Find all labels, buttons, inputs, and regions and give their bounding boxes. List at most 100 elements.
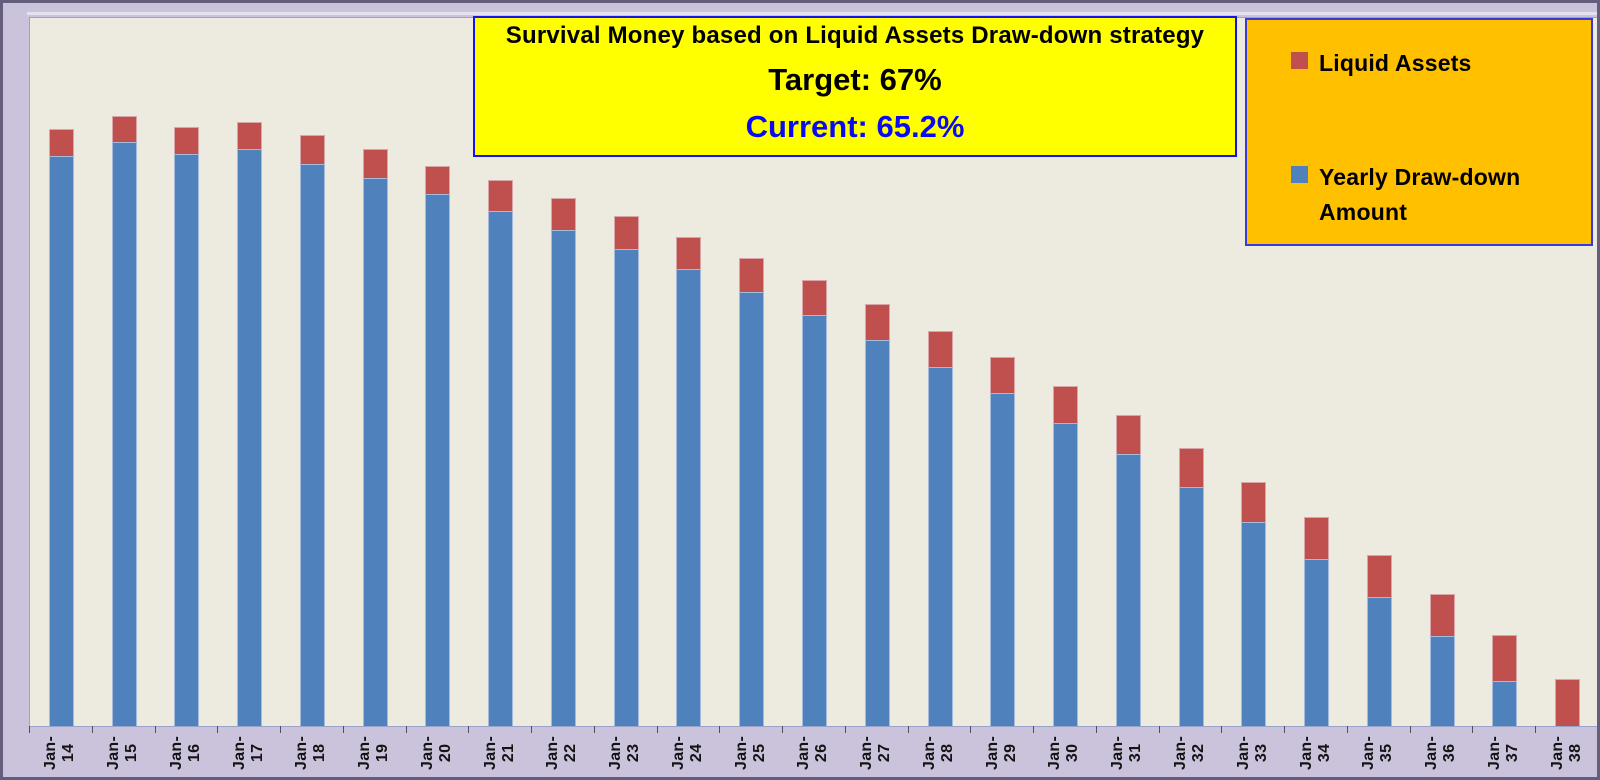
bar-group-jan-15[interactable] xyxy=(111,115,137,726)
bar-segment-drawdown[interactable] xyxy=(362,177,388,726)
bar-segment-drawdown[interactable] xyxy=(1053,423,1079,726)
bar-group-jan-37[interactable] xyxy=(1492,635,1518,726)
bar-segment-liquid-assets[interactable] xyxy=(1555,679,1581,726)
bar-group-jan-20[interactable] xyxy=(425,166,451,726)
bar-segment-liquid-assets[interactable] xyxy=(1178,448,1204,488)
bar-group-jan-19[interactable] xyxy=(362,149,388,726)
bar-group-jan-21[interactable] xyxy=(488,180,514,726)
bar-group-jan-31[interactable] xyxy=(1115,415,1141,726)
bar-segment-drawdown[interactable] xyxy=(111,141,137,726)
x-axis-label[interactable]: Jan- 19 xyxy=(356,735,392,771)
chart-title-box[interactable]: Survival Money based on Liquid Assets Dr… xyxy=(473,16,1237,157)
x-axis-label[interactable]: Jan- 28 xyxy=(921,735,956,771)
bar-group-jan-29[interactable] xyxy=(990,357,1016,726)
x-axis-label[interactable]: Jan- 24 xyxy=(670,735,705,771)
bar-segment-liquid-assets[interactable] xyxy=(613,216,639,250)
bar-segment-drawdown[interactable] xyxy=(1115,454,1141,726)
bar-segment-liquid-assets[interactable] xyxy=(1304,517,1330,560)
bar-segment-drawdown[interactable] xyxy=(864,340,890,726)
bar-segment-liquid-assets[interactable] xyxy=(362,149,388,178)
x-axis-label[interactable]: Jan- 31 xyxy=(1109,735,1145,771)
bar-segment-liquid-assets[interactable] xyxy=(864,304,890,341)
x-axis-label[interactable]: Jan- 34 xyxy=(1297,735,1333,771)
bar-group-jan-33[interactable] xyxy=(1241,482,1267,726)
legend[interactable]: Liquid Assets Yearly Draw-down Amount xyxy=(1245,18,1593,246)
bar-segment-drawdown[interactable] xyxy=(990,393,1016,726)
bar-segment-liquid-assets[interactable] xyxy=(1115,415,1141,455)
bar-group-jan-23[interactable] xyxy=(613,216,639,726)
bar-group-jan-24[interactable] xyxy=(676,236,702,726)
bar-group-jan-36[interactable] xyxy=(1429,593,1455,726)
bar-segment-liquid-assets[interactable] xyxy=(174,126,200,154)
bar-group-jan-28[interactable] xyxy=(927,330,953,726)
bar-segment-liquid-assets[interactable] xyxy=(299,135,325,164)
bar-segment-drawdown[interactable] xyxy=(237,148,263,726)
bar-segment-drawdown[interactable] xyxy=(1366,597,1392,726)
x-axis-label[interactable]: Jan- 17 xyxy=(230,735,266,771)
bar-segment-liquid-assets[interactable] xyxy=(927,330,953,367)
x-axis-label[interactable]: Jan- 18 xyxy=(293,735,329,771)
x-axis-label[interactable]: Jan- 26 xyxy=(795,735,831,771)
bar-segment-drawdown[interactable] xyxy=(927,366,953,726)
x-axis-label[interactable]: Jan- 22 xyxy=(544,735,580,771)
bar-segment-drawdown[interactable] xyxy=(1429,636,1455,726)
bar-group-jan-30[interactable] xyxy=(1053,386,1079,726)
bar-group-jan-18[interactable] xyxy=(299,135,325,726)
x-axis-label[interactable]: Jan- 21 xyxy=(481,735,517,771)
bar-group-jan-22[interactable] xyxy=(550,198,576,726)
bar-segment-liquid-assets[interactable] xyxy=(488,180,514,212)
bar-segment-drawdown[interactable] xyxy=(48,155,74,726)
bar-group-jan-17[interactable] xyxy=(237,122,263,726)
bar-segment-drawdown[interactable] xyxy=(174,153,200,726)
bar-segment-liquid-assets[interactable] xyxy=(990,357,1016,394)
bar-group-jan-14[interactable] xyxy=(48,129,74,726)
bar-segment-drawdown[interactable] xyxy=(299,163,325,726)
bar-segment-liquid-assets[interactable] xyxy=(1053,386,1079,424)
bar-group-jan-16[interactable] xyxy=(174,126,200,726)
bar-segment-liquid-assets[interactable] xyxy=(676,236,702,270)
bar-segment-liquid-assets[interactable] xyxy=(739,257,765,293)
bar-group-jan-34[interactable] xyxy=(1304,517,1330,726)
x-axis-label[interactable]: Jan- 27 xyxy=(858,735,894,771)
bar-segment-liquid-assets[interactable] xyxy=(550,198,576,230)
bar-segment-liquid-assets[interactable] xyxy=(1241,482,1267,523)
bar-segment-drawdown[interactable] xyxy=(488,211,514,726)
bar-group-jan-35[interactable] xyxy=(1366,554,1392,726)
bar-group-jan-32[interactable] xyxy=(1178,448,1204,726)
x-axis-label[interactable]: Jan- 38 xyxy=(1548,735,1584,771)
legend-item-drawdown[interactable]: Yearly Draw-down Amount xyxy=(1291,160,1564,229)
bar-segment-drawdown[interactable] xyxy=(739,292,765,726)
bar-segment-drawdown[interactable] xyxy=(613,249,639,726)
x-axis-label[interactable]: Jan- 20 xyxy=(419,735,454,771)
x-axis-label[interactable]: Jan- 14 xyxy=(42,735,78,771)
bar-segment-drawdown[interactable] xyxy=(1304,559,1330,726)
x-axis-label[interactable]: Jan- 33 xyxy=(1234,735,1270,771)
bar-segment-drawdown[interactable] xyxy=(676,269,702,726)
bar-group-jan-26[interactable] xyxy=(802,280,827,726)
bar-segment-drawdown[interactable] xyxy=(1178,487,1204,726)
bar-segment-drawdown[interactable] xyxy=(550,229,576,726)
bar-segment-drawdown[interactable] xyxy=(1492,680,1518,726)
bar-segment-drawdown[interactable] xyxy=(1241,522,1267,726)
x-axis-label[interactable]: Jan- 23 xyxy=(607,735,643,771)
x-axis-label[interactable]: Jan- 16 xyxy=(167,735,203,771)
x-axis[interactable]: Jan- 14 Jan- 15 Jan- 16 Jan- 17 Jan- 18 Jan- 19 Jan-… xyxy=(29,726,1597,777)
bar-segment-liquid-assets[interactable] xyxy=(237,122,263,149)
x-axis-label[interactable]: Jan- 29 xyxy=(983,735,1019,771)
legend-item-liquid-assets[interactable]: Liquid Assets xyxy=(1291,46,1472,81)
x-axis-label[interactable]: Jan- 35 xyxy=(1360,735,1396,771)
bar-segment-liquid-assets[interactable] xyxy=(1429,593,1455,637)
x-axis-label[interactable]: Jan- 37 xyxy=(1485,735,1521,771)
bar-segment-liquid-assets[interactable] xyxy=(1366,554,1392,598)
bar-segment-drawdown[interactable] xyxy=(425,194,451,726)
bar-segment-liquid-assets[interactable] xyxy=(425,166,451,195)
bar-group-jan-27[interactable] xyxy=(864,304,890,726)
bar-segment-liquid-assets[interactable] xyxy=(111,115,137,142)
x-axis-label[interactable]: Jan- 15 xyxy=(105,735,141,771)
x-axis-label[interactable]: Jan- 36 xyxy=(1423,735,1459,771)
bar-segment-liquid-assets[interactable] xyxy=(48,129,74,156)
x-axis-label[interactable]: Jan- 32 xyxy=(1172,735,1208,771)
bar-segment-liquid-assets[interactable] xyxy=(1492,635,1518,681)
x-axis-label[interactable]: Jan- 25 xyxy=(732,735,768,771)
bar-segment-liquid-assets[interactable] xyxy=(802,280,827,316)
